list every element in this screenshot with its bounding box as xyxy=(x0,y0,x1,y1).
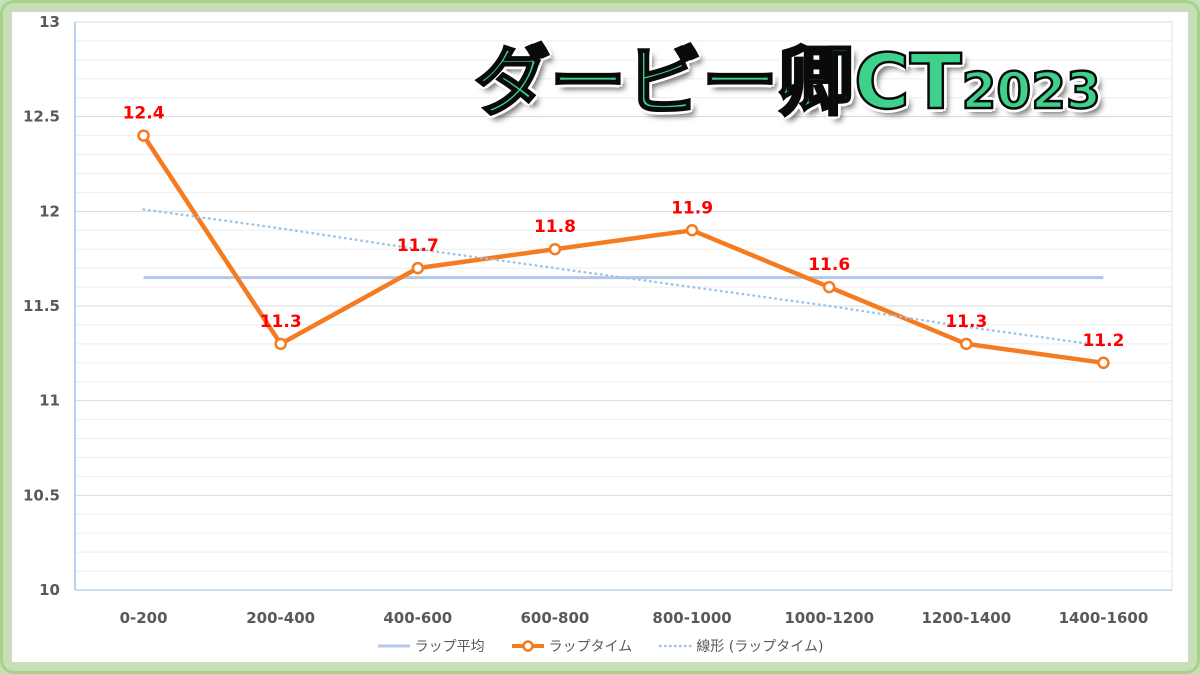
lap-time-data-label: 11.3 xyxy=(945,312,987,332)
lap-time-point xyxy=(137,129,150,142)
lap-time-point xyxy=(960,337,973,351)
legend-label-trendline: 線形 (ラップタイム) xyxy=(696,639,824,655)
x-tick-label: 1200-1400 xyxy=(921,609,1011,627)
lap-time-point xyxy=(1097,356,1110,370)
x-tick-label: 600-800 xyxy=(521,609,590,627)
legend-line-lap-time xyxy=(511,640,544,652)
y-tick-label: 10.5 xyxy=(23,486,60,504)
trend-line xyxy=(142,208,1105,348)
lap-time-point xyxy=(411,261,425,275)
chart-panel xyxy=(11,11,1189,663)
x-tick-label: 400-600 xyxy=(383,609,452,627)
chart-legend: ラップ平均 ラップタイム 線形 (ラップタイム) xyxy=(0,636,1200,656)
legend-item-average: ラップ平均 xyxy=(377,636,485,656)
legend-line-average xyxy=(377,644,410,648)
lap-time-point xyxy=(274,337,287,351)
y-tick-label: 13 xyxy=(39,13,60,31)
x-tick-label: 1400-1600 xyxy=(1059,609,1149,627)
x-tick-label: 200-400 xyxy=(246,609,315,627)
lap-time-data-label: 12.4 xyxy=(123,104,165,124)
y-tick-label: 11.5 xyxy=(23,297,60,315)
legend-item-trendline: 線形 (ラップタイム) xyxy=(658,636,823,656)
lap-time-data-label: 11.8 xyxy=(534,217,576,237)
x-tick-label: 1000-1200 xyxy=(784,609,874,627)
y-tick-label: 11 xyxy=(39,392,60,410)
chart-title-year: 2023 xyxy=(960,61,1102,122)
lap-time-data-label: 11.7 xyxy=(397,236,439,256)
lap-time-line xyxy=(141,133,1106,366)
lap-time-data-label: 11.2 xyxy=(1082,331,1124,351)
lap-time-point xyxy=(548,242,562,256)
lap-time-point xyxy=(685,224,699,237)
y-tick-label: 12 xyxy=(39,202,60,220)
chart-title-main: ダービー卿CT xyxy=(473,36,963,128)
y-tick-label: 10 xyxy=(39,581,60,599)
legend-label-lap-time: ラップタイム xyxy=(548,639,633,655)
y-tick-label: 12.5 xyxy=(23,108,60,126)
x-tick-label: 0-200 xyxy=(120,609,168,627)
lap-time-data-label: 11.9 xyxy=(671,198,713,218)
legend-label-average: ラップ平均 xyxy=(414,639,485,655)
lap-time-data-label: 11.6 xyxy=(808,255,850,275)
legend-line-trendline xyxy=(659,644,693,648)
legend-item-lap-time: ラップタイム xyxy=(511,636,633,656)
lap-time-point xyxy=(822,280,836,294)
chart-title: ダービー卿CT2023 xyxy=(473,36,1102,128)
x-tick-label: 800-1000 xyxy=(652,609,731,627)
lap-time-data-label: 11.3 xyxy=(260,312,302,332)
